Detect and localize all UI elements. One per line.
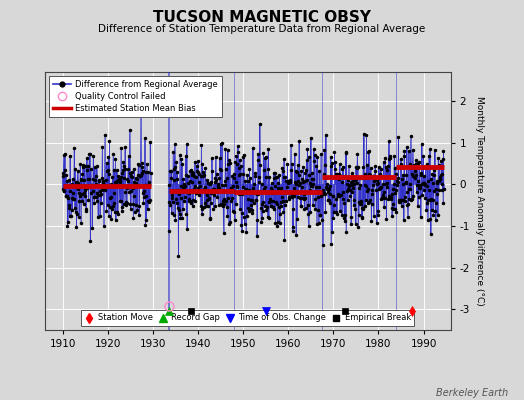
Legend: Station Move, Record Gap, Time of Obs. Change, Empirical Break: Station Move, Record Gap, Time of Obs. C… bbox=[81, 310, 414, 326]
Text: TUCSON MAGNETIC OBSY: TUCSON MAGNETIC OBSY bbox=[153, 10, 371, 25]
Text: Berkeley Earth: Berkeley Earth bbox=[436, 388, 508, 398]
Text: Difference of Station Temperature Data from Regional Average: Difference of Station Temperature Data f… bbox=[99, 24, 425, 34]
Y-axis label: Monthly Temperature Anomaly Difference (°C): Monthly Temperature Anomaly Difference (… bbox=[475, 96, 484, 306]
